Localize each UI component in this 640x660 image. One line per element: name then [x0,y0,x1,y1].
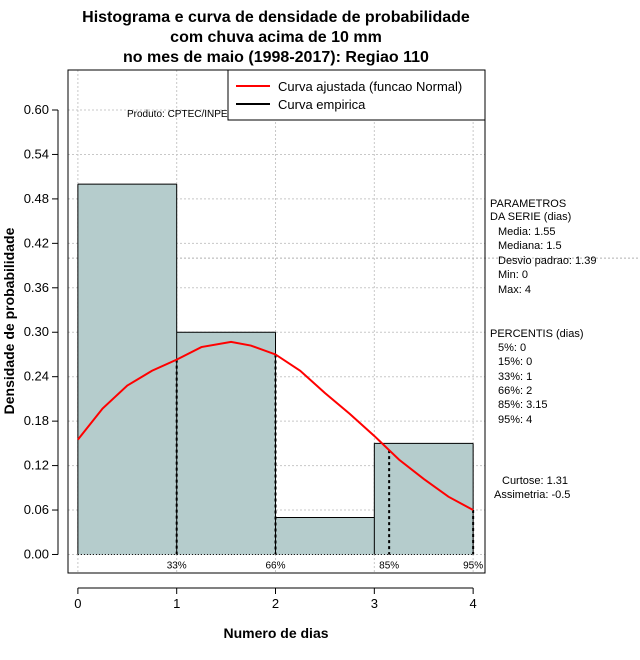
param-media: Media: 1.55 [498,226,555,238]
param-min: Min: 0 [498,269,528,281]
chart-title-line-1: Histograma e curva de densidade de proba… [82,9,470,26]
legend-label-fitted: Curva ajustada (funcao Normal) [278,79,462,94]
y-tick-label-0: 0.00 [24,546,49,561]
assimetria: Assimetria: -0.5 [494,489,570,501]
x-tick-label-2: 2 [272,596,279,611]
param-max: Max: 4 [498,284,531,296]
x-tick-label-1: 1 [173,596,180,611]
side-panel: PARAMETROS DA SERIE (dias) Media: 1.55 M… [490,198,596,501]
y-tick-label-1: 0.06 [24,502,49,517]
fitted-curve-line [77,340,474,511]
y-tick-label-2: 0.12 [24,458,49,473]
percentil-5: 5%: 0 [498,342,526,354]
x-tick-label-0: 0 [74,596,81,611]
y-tick-label-5: 0.30 [24,324,49,339]
y-tick-label-4: 0.24 [24,369,49,384]
params-header-line-1: PARAMETROS [490,198,566,210]
y-tick-label-3: 0.18 [24,413,49,428]
y-axis-label: Densidade de probabilidade [1,227,17,414]
percentis-header: PERCENTIS (dias) [490,328,584,340]
product-annotation: Produto: CPTEC/INPE [127,109,228,120]
histogram-bar-3 [374,443,474,555]
percentile-label-3: 95% [463,560,483,571]
percentil-15: 15%: 0 [498,356,532,368]
percentil-95: 95%: 4 [498,414,532,426]
x-tick-label-3: 3 [371,596,378,611]
legend-label-empirical: Curva empirica [278,97,366,112]
percentile-label-0: 33% [167,560,187,571]
y-tick-label-10: 0.60 [24,102,49,117]
chart-title-line-2: com chuva acima de 10 mm [170,29,382,46]
histogram-bar-1 [176,332,276,555]
histogram-bar-0 [77,184,177,555]
chart-title-line-3: no mes de maio (1998-2017): Regiao 110 [123,49,429,66]
y-tick-label-6: 0.36 [24,280,49,295]
curtose: Curtose: 1.31 [502,475,568,487]
legend-box [227,69,486,121]
fitted-curve [77,340,474,511]
percentile-markers: 33% 66% 85% 95% [167,354,483,571]
percentile-label-2: 85% [379,560,399,571]
param-mediana: Mediana: 1.5 [498,240,562,252]
x-axis: 0 1 2 3 4 [74,587,477,611]
y-axis: 0.00 0.06 0.12 0.18 0.24 0.30 0.36 0.42 0.48 0.54… [24,102,59,561]
x-tick-label-4: 4 [470,596,477,611]
y-tick-label-7: 0.42 [24,235,49,250]
percentil-85: 85%: 3.15 [498,399,548,411]
percentil-33: 33%: 1 [498,371,532,383]
y-tick-label-9: 0.54 [24,146,49,161]
x-axis-label: Numero de dias [223,625,328,641]
percentile-label-1: 66% [266,560,286,571]
legend: Curva ajustada (funcao Normal) Curva emp… [227,69,486,121]
params-header-line-2: DA SERIE (dias) [490,211,571,223]
y-tick-label-8: 0.48 [24,191,49,206]
param-desvio: Desvio padrao: 1.39 [498,255,596,267]
histogram-bars [77,183,474,555]
percentil-66: 66%: 2 [498,385,532,397]
histogram-bar-2 [275,517,375,555]
